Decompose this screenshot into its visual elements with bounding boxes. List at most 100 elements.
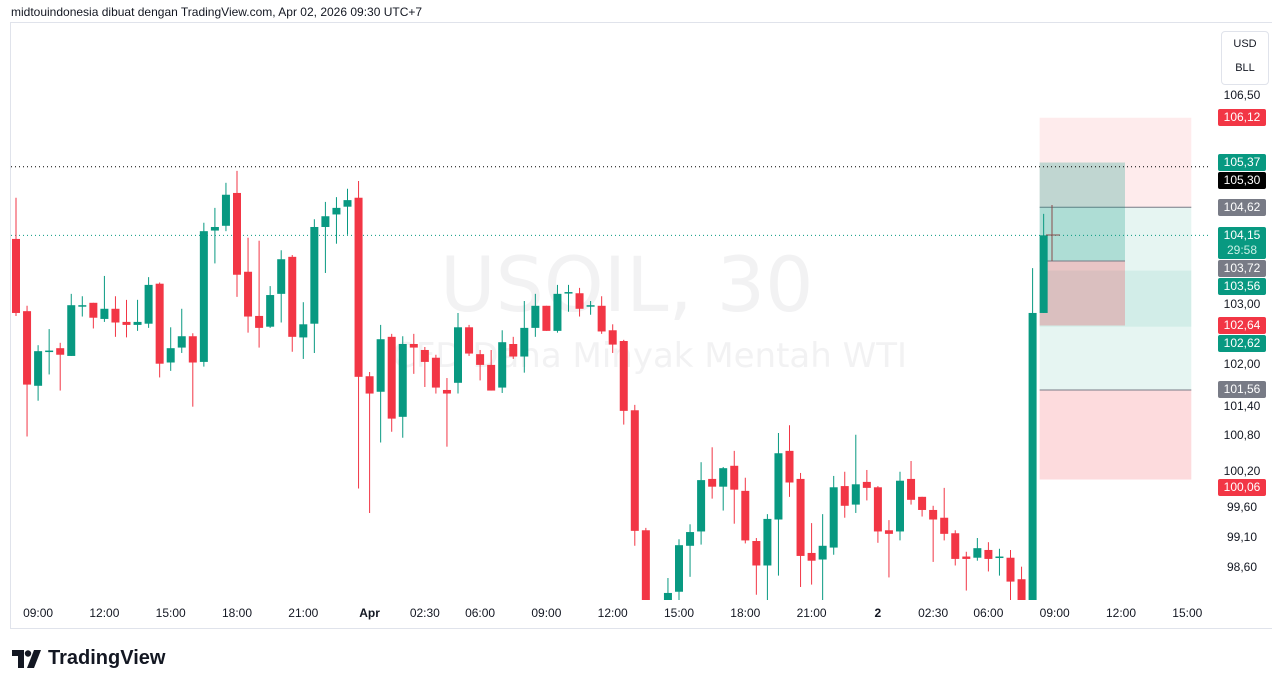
candle [608,324,617,353]
candle-body [34,351,43,386]
price-label: 102,64 [1218,316,1266,334]
candle-body [354,197,363,377]
candle-body [78,305,87,307]
candle [431,354,440,394]
candle [310,219,319,353]
candle-body [774,453,783,520]
candle [818,514,827,600]
candle-body [266,295,275,327]
candle-body [420,349,429,362]
time-tick: 12:00 [1105,606,1137,620]
candle-body [984,549,993,559]
candle-body [575,293,584,309]
time-tick: 21:00 [796,606,827,620]
symbol-watermark: USOIL, 30 [440,240,814,329]
candle-body [476,354,485,365]
candle [851,434,860,513]
candle-body [962,556,971,559]
candle [509,336,518,359]
price-label: 104,15 29:58 [1218,227,1266,260]
candle [365,372,374,513]
price-label: 101,56 [1218,381,1266,399]
candle-body [89,302,98,318]
position-tools[interactable] [1039,117,1192,480]
candle [663,578,672,600]
candle [111,296,120,337]
chart-panel[interactable] [10,22,1272,629]
candle-body [321,216,330,227]
candle-body [498,342,507,388]
price-label: 103,72 [1218,260,1266,278]
horizontal-lines [11,166,1210,236]
price-label-text: 104,15 [1223,228,1261,243]
candle-body [663,592,672,600]
price-label-text: 104,62 [1223,199,1261,214]
candle-body [619,341,628,411]
candle [288,255,297,352]
price-label-text: 102,62 [1223,335,1261,350]
price-label-text: 101,56 [1223,382,1261,397]
candle [796,472,805,587]
range-zone [1039,326,1192,390]
candle-body [67,305,76,356]
candle-body [12,238,20,313]
candle [299,302,308,359]
candle-body [144,284,153,324]
candles [12,170,1048,600]
tradingview-logo-icon [12,649,41,668]
candle-body [951,533,960,559]
price-tick: 106,50 [1218,88,1266,103]
candle [1039,213,1048,313]
candle-body [299,324,308,338]
time-tick: 21:00 [288,606,319,620]
price-label: 105,30 [1218,172,1266,189]
candle [266,286,275,328]
price-label: 103,56 [1218,278,1266,296]
tradingview-logo[interactable]: TradingView [12,647,165,670]
candle-body [553,293,562,331]
candle [498,330,507,393]
candle-body [365,376,374,394]
candle [940,487,949,541]
candle [730,450,739,524]
candle [840,471,849,518]
candle [907,461,916,505]
candle [697,462,706,545]
candle-body [686,532,695,546]
unit-selector[interactable]: USD BLL [1221,31,1269,85]
candle [763,514,772,600]
price-label: 105,37 [1218,154,1266,171]
candle [619,339,628,425]
candle [100,275,109,322]
candle-body [244,271,253,317]
candle [896,471,904,541]
candle-body [23,311,32,385]
candle-body [100,308,109,319]
candle-body [929,509,938,520]
candle-body [630,410,639,531]
candle-body [564,292,573,294]
candle [332,197,341,244]
candle [398,336,407,438]
candle-body [1017,579,1026,600]
unit-label: BLL [1235,62,1255,74]
candle-body [719,468,728,487]
candle [785,425,794,497]
candle-body [111,308,120,323]
candle-body [233,192,241,275]
candle [520,301,529,373]
candle-body [641,530,650,600]
time-tick: 15:00 [663,606,695,620]
candle-body [597,305,606,332]
candle [409,333,418,374]
candle-body [730,465,739,490]
candle [553,284,562,333]
candle [420,346,429,387]
price-label-text: 105,30 [1223,173,1261,187]
time-tick: 12:00 [89,606,120,620]
price-tick: 100,20 [1218,464,1266,479]
price-label-text: 106,12 [1223,110,1261,125]
candle [67,293,76,356]
price-label: 106,12 [1218,109,1266,127]
